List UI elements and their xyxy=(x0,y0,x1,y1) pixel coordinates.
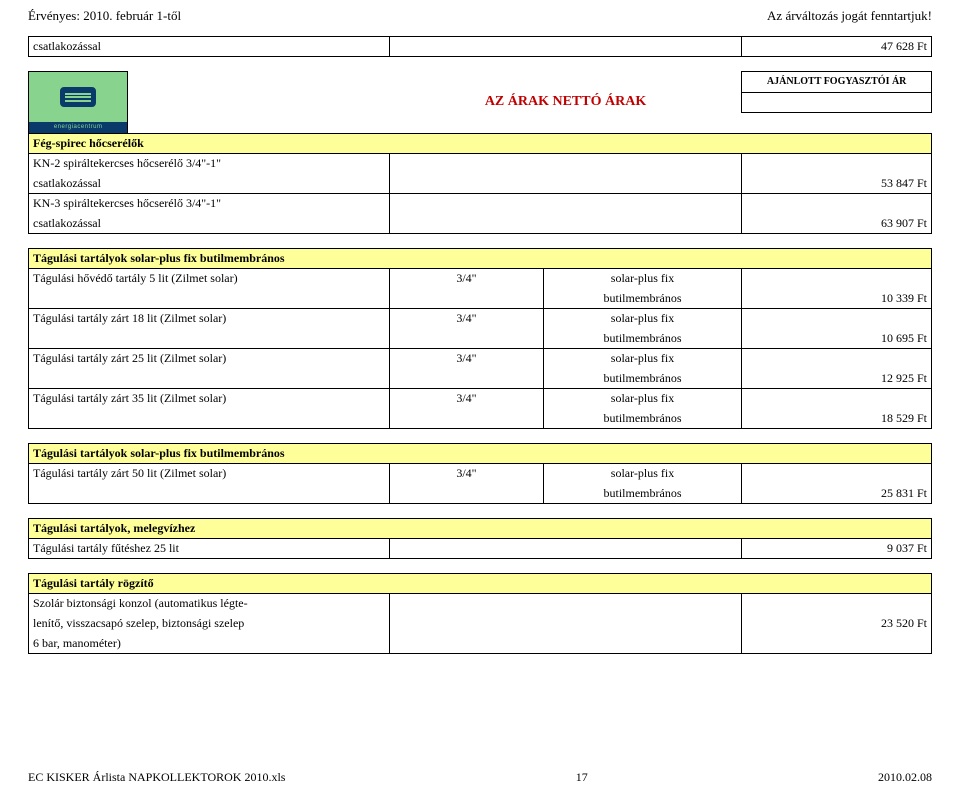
s1-r3: KN-3 spiráltekercses hőcserélő 3/4"-1" xyxy=(29,194,390,214)
section-1-table: csatlakozással 47 628 Ft xyxy=(28,36,932,57)
table-row: lenítő, visszacsapó szelep, biztonsági s… xyxy=(29,614,390,634)
s1-row0-label: csatlakozással xyxy=(29,37,390,57)
section-5-table: Tágulási tartály rögzítő Szolár biztonsá… xyxy=(28,573,932,654)
table-row: Tágulási tartály zárt 50 lit (Zilmet sol… xyxy=(29,464,390,484)
s2-group-header: Tágulási tartályok solar-plus fix butilm… xyxy=(29,249,932,269)
price-cell: 12 925 Ft xyxy=(742,369,932,389)
price-cell: 10 695 Ft xyxy=(742,329,932,349)
price-cell: 18 529 Ft xyxy=(742,409,932,429)
header-right: Az árváltozás jogát fenntartjuk! xyxy=(767,8,932,24)
section-2-table: Tágulási tartályok solar-plus fix butilm… xyxy=(28,248,932,429)
section-3-table: Tágulási tartályok solar-plus fix butilm… xyxy=(28,443,932,504)
consumer-price-header: AJÁNLOTT FOGYASZTÓI ÁR xyxy=(742,72,932,93)
section-1b-table: energiacentrum AJÁNLOTT FOGYASZTÓI ÁR AZ… xyxy=(28,71,932,234)
s1-r2: csatlakozással xyxy=(29,174,390,194)
s1-r2-price: 53 847 Ft xyxy=(742,174,932,194)
table-row: Tágulási hővédő tartály 5 lit (Zilmet so… xyxy=(29,269,390,289)
s1-r4: csatlakozással xyxy=(29,214,390,234)
price-cell: 25 831 Ft xyxy=(742,484,932,504)
logo-cell: energiacentrum xyxy=(29,72,128,134)
footer-right: 2010.02.08 xyxy=(878,770,932,785)
page-footer: EC KISKER Árlista NAPKOLLEKTOROK 2010.xl… xyxy=(28,770,932,785)
s1-r4-price: 63 907 Ft xyxy=(742,214,932,234)
footer-left: EC KISKER Árlista NAPKOLLEKTOROK 2010.xl… xyxy=(28,770,285,785)
s1-group-header: Fég-spirec hőcserélők xyxy=(29,134,932,154)
price-cell: 9 037 Ft xyxy=(742,539,932,559)
header-left: Érvényes: 2010. február 1-től xyxy=(28,8,181,24)
table-row: Tágulási tartály fűtéshez 25 lit xyxy=(29,539,390,559)
table-row: Szolár biztonsági konzol (automatikus lé… xyxy=(29,594,390,614)
s3-group-header: Tágulási tartályok solar-plus fix butilm… xyxy=(29,444,932,464)
logo-icon: energiacentrum xyxy=(29,72,127,133)
price-cell: 10 339 Ft xyxy=(742,289,932,309)
table-row: Tágulási tartály zárt 25 lit (Zilmet sol… xyxy=(29,349,390,369)
page-header: Érvényes: 2010. február 1-től Az árválto… xyxy=(28,8,932,24)
table-row: Tágulási tartály zárt 18 lit (Zilmet sol… xyxy=(29,309,390,329)
net-prices-title: AZ ÁRAK NETTÓ ÁRAK xyxy=(390,92,742,113)
s4-group-header: Tágulási tartályok, melegvízhez xyxy=(29,519,932,539)
s5-group-header: Tágulási tartály rögzítő xyxy=(29,574,932,594)
table-row: Tágulási tartály zárt 35 lit (Zilmet sol… xyxy=(29,389,390,409)
price-cell: 23 520 Ft xyxy=(742,614,932,634)
section-4-table: Tágulási tartályok, melegvízhez Tágulási… xyxy=(28,518,932,559)
s1-row0-price: 47 628 Ft xyxy=(742,37,932,57)
table-row: 6 bar, manométer) xyxy=(29,634,390,654)
footer-center: 17 xyxy=(576,770,588,785)
s1-r1: KN-2 spiráltekercses hőcserélő 3/4"-1" xyxy=(29,154,390,174)
